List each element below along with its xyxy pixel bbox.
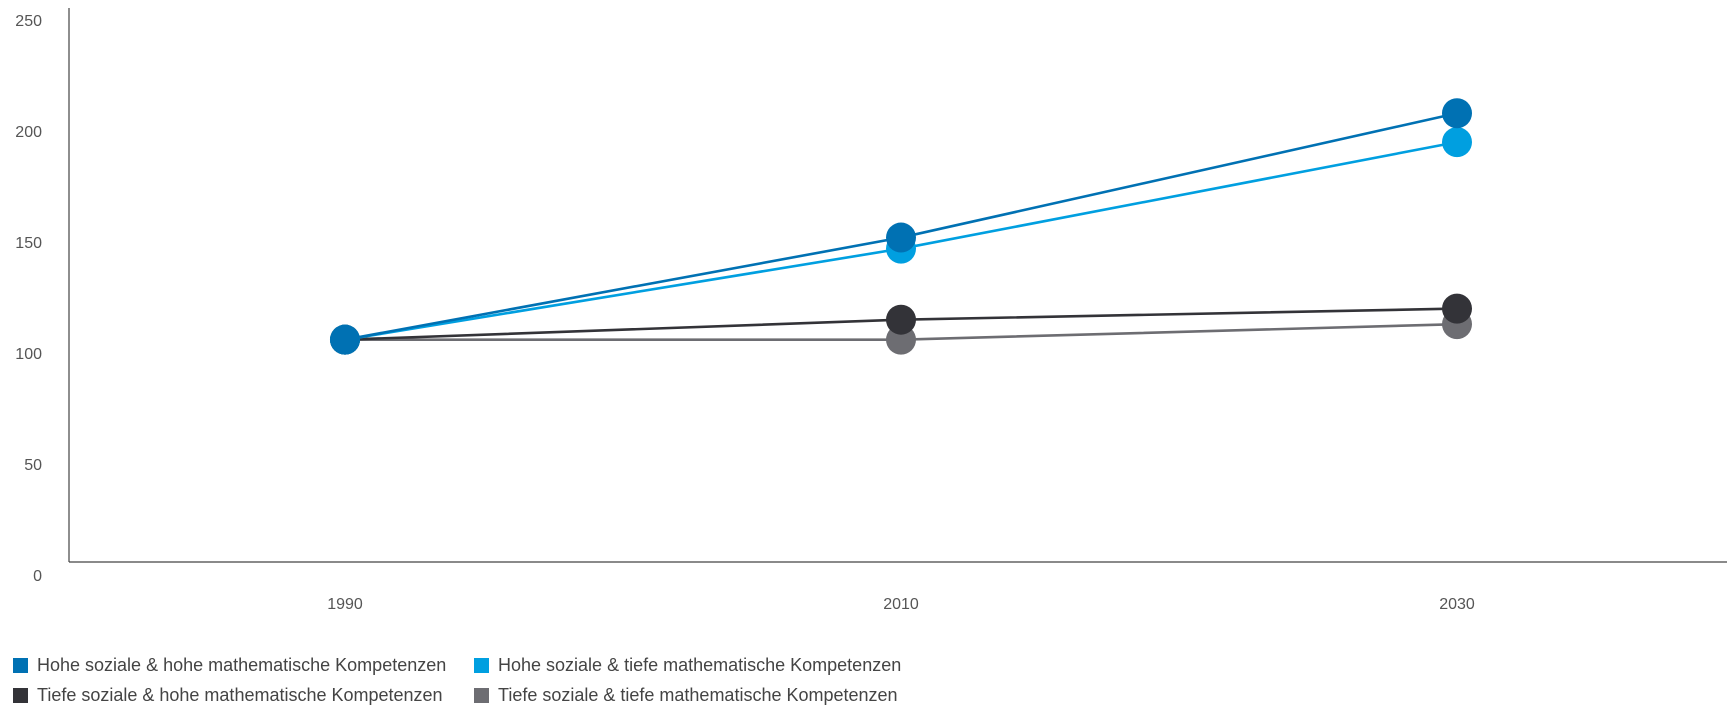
data-point	[886, 222, 916, 253]
legend-swatch	[13, 658, 28, 673]
y-tick-label: 0	[33, 568, 42, 585]
legend-item: Tiefe soziale & tiefe mathematische Komp…	[474, 685, 934, 706]
x-tick-label: 2030	[1439, 596, 1475, 613]
data-point	[1442, 293, 1472, 324]
legend-label: Tiefe soziale & tiefe mathematische Komp…	[498, 685, 898, 705]
legend-item: Hohe soziale & tiefe mathematische Kompe…	[474, 655, 934, 676]
legend-swatch	[474, 658, 489, 673]
legend-label: Tiefe soziale & hohe mathematische Kompe…	[37, 685, 443, 705]
y-tick-label: 50	[24, 457, 42, 474]
y-tick-label: 200	[15, 124, 42, 141]
legend-swatch	[13, 688, 28, 703]
legend-label: Hohe soziale & tiefe mathematische Kompe…	[498, 655, 902, 675]
legend-swatch	[474, 688, 489, 703]
y-tick-label: 100	[15, 346, 42, 363]
legend-item: Hohe soziale & hohe mathematische Kompet…	[13, 655, 474, 676]
series-points	[330, 98, 1472, 355]
x-tick-label: 1990	[327, 596, 363, 613]
x-tick-label: 2010	[883, 596, 919, 613]
y-tick-label: 150	[15, 235, 42, 252]
chart-legend: Hohe soziale & hohe mathematische Kompet…	[13, 655, 973, 706]
legend-item: Tiefe soziale & hohe mathematische Kompe…	[13, 685, 474, 706]
y-axis-ticks: 0 50 100 150 200 250	[15, 13, 42, 585]
data-point	[886, 304, 916, 335]
legend-label: Hohe soziale & hohe mathematische Kompet…	[37, 655, 447, 675]
data-point	[1442, 98, 1472, 129]
y-tick-label: 250	[15, 13, 42, 30]
data-point	[1442, 127, 1472, 158]
x-axis-ticks: 1990 2010 2030	[327, 596, 1475, 613]
data-point	[330, 324, 360, 355]
